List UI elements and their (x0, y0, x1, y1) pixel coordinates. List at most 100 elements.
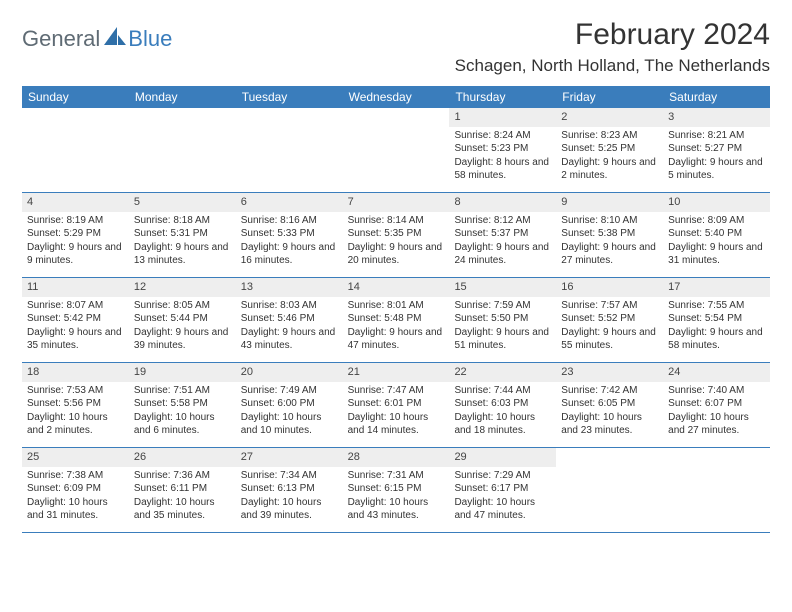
day-header-wednesday: Wednesday (343, 86, 450, 108)
day-body: Sunrise: 7:51 AMSunset: 5:58 PMDaylight:… (129, 382, 236, 442)
sunset-text: Sunset: 6:15 PM (348, 482, 445, 496)
sunset-text: Sunset: 5:31 PM (134, 227, 231, 241)
day-body: Sunrise: 8:24 AMSunset: 5:23 PMDaylight:… (449, 127, 556, 187)
logo-text-blue: Blue (128, 26, 172, 52)
day-body: Sunrise: 7:31 AMSunset: 6:15 PMDaylight:… (343, 467, 450, 527)
sunset-text: Sunset: 5:54 PM (668, 312, 765, 326)
sunset-text: Sunset: 6:01 PM (348, 397, 445, 411)
sunset-text: Sunset: 5:38 PM (561, 227, 658, 241)
sunrise-text: Sunrise: 7:44 AM (454, 384, 551, 398)
daylight-text: Daylight: 9 hours and 47 minutes. (348, 326, 445, 353)
sunset-text: Sunset: 5:58 PM (134, 397, 231, 411)
day-cell: 13Sunrise: 8:03 AMSunset: 5:46 PMDayligh… (236, 278, 343, 362)
day-body: Sunrise: 8:01 AMSunset: 5:48 PMDaylight:… (343, 297, 450, 357)
day-cell: 7Sunrise: 8:14 AMSunset: 5:35 PMDaylight… (343, 193, 450, 277)
day-number: 21 (343, 363, 450, 382)
sunset-text: Sunset: 6:05 PM (561, 397, 658, 411)
day-cell: 8Sunrise: 8:12 AMSunset: 5:37 PMDaylight… (449, 193, 556, 277)
daylight-text: Daylight: 9 hours and 55 minutes. (561, 326, 658, 353)
day-body: Sunrise: 7:47 AMSunset: 6:01 PMDaylight:… (343, 382, 450, 442)
sunset-text: Sunset: 5:29 PM (27, 227, 124, 241)
day-cell: 6Sunrise: 8:16 AMSunset: 5:33 PMDaylight… (236, 193, 343, 277)
day-cell: 20Sunrise: 7:49 AMSunset: 6:00 PMDayligh… (236, 363, 343, 447)
day-number: 19 (129, 363, 236, 382)
day-body: Sunrise: 7:29 AMSunset: 6:17 PMDaylight:… (449, 467, 556, 527)
sunrise-text: Sunrise: 8:05 AM (134, 299, 231, 313)
day-number: 12 (129, 278, 236, 297)
day-number: 9 (556, 193, 663, 212)
day-cell: 29Sunrise: 7:29 AMSunset: 6:17 PMDayligh… (449, 448, 556, 532)
daylight-text: Daylight: 10 hours and 23 minutes. (561, 411, 658, 438)
day-number: 29 (449, 448, 556, 467)
day-cell: 3Sunrise: 8:21 AMSunset: 5:27 PMDaylight… (663, 108, 770, 192)
sunrise-text: Sunrise: 7:57 AM (561, 299, 658, 313)
day-number: 3 (663, 108, 770, 127)
month-title: February 2024 (455, 18, 770, 52)
sunrise-text: Sunrise: 8:09 AM (668, 214, 765, 228)
sunrise-text: Sunrise: 7:29 AM (454, 469, 551, 483)
day-body: Sunrise: 8:10 AMSunset: 5:38 PMDaylight:… (556, 212, 663, 272)
day-body: Sunrise: 7:55 AMSunset: 5:54 PMDaylight:… (663, 297, 770, 357)
day-cell: 10Sunrise: 8:09 AMSunset: 5:40 PMDayligh… (663, 193, 770, 277)
daylight-text: Daylight: 10 hours and 14 minutes. (348, 411, 445, 438)
day-cell: 1Sunrise: 8:24 AMSunset: 5:23 PMDaylight… (449, 108, 556, 192)
day-cell: 16Sunrise: 7:57 AMSunset: 5:52 PMDayligh… (556, 278, 663, 362)
day-header-row: Sunday Monday Tuesday Wednesday Thursday… (22, 86, 770, 108)
sunset-text: Sunset: 6:00 PM (241, 397, 338, 411)
day-header-thursday: Thursday (449, 86, 556, 108)
day-number: 1 (449, 108, 556, 127)
sunrise-text: Sunrise: 7:40 AM (668, 384, 765, 398)
sunset-text: Sunset: 5:25 PM (561, 142, 658, 156)
daylight-text: Daylight: 10 hours and 10 minutes. (241, 411, 338, 438)
sunset-text: Sunset: 5:35 PM (348, 227, 445, 241)
title-block: February 2024 Schagen, North Holland, Th… (455, 18, 770, 76)
day-cell (343, 108, 450, 192)
day-number: 14 (343, 278, 450, 297)
day-cell: 9Sunrise: 8:10 AMSunset: 5:38 PMDaylight… (556, 193, 663, 277)
sunset-text: Sunset: 5:42 PM (27, 312, 124, 326)
day-body: Sunrise: 8:07 AMSunset: 5:42 PMDaylight:… (22, 297, 129, 357)
daylight-text: Daylight: 9 hours and 5 minutes. (668, 156, 765, 183)
daylight-text: Daylight: 10 hours and 6 minutes. (134, 411, 231, 438)
sunset-text: Sunset: 6:03 PM (454, 397, 551, 411)
daylight-text: Daylight: 8 hours and 58 minutes. (454, 156, 551, 183)
daylight-text: Daylight: 9 hours and 13 minutes. (134, 241, 231, 268)
sunrise-text: Sunrise: 7:34 AM (241, 469, 338, 483)
day-number: 26 (129, 448, 236, 467)
day-header-friday: Friday (556, 86, 663, 108)
day-cell: 12Sunrise: 8:05 AMSunset: 5:44 PMDayligh… (129, 278, 236, 362)
day-number: 27 (236, 448, 343, 467)
sunrise-text: Sunrise: 8:07 AM (27, 299, 124, 313)
day-number: 2 (556, 108, 663, 127)
day-cell: 26Sunrise: 7:36 AMSunset: 6:11 PMDayligh… (129, 448, 236, 532)
day-body: Sunrise: 8:09 AMSunset: 5:40 PMDaylight:… (663, 212, 770, 272)
daylight-text: Daylight: 10 hours and 43 minutes. (348, 496, 445, 523)
day-number: 11 (22, 278, 129, 297)
week-row: 4Sunrise: 8:19 AMSunset: 5:29 PMDaylight… (22, 193, 770, 278)
sunrise-text: Sunrise: 8:01 AM (348, 299, 445, 313)
sunset-text: Sunset: 5:46 PM (241, 312, 338, 326)
day-number: 7 (343, 193, 450, 212)
sunrise-text: Sunrise: 7:49 AM (241, 384, 338, 398)
day-body: Sunrise: 8:05 AMSunset: 5:44 PMDaylight:… (129, 297, 236, 357)
sunrise-text: Sunrise: 7:36 AM (134, 469, 231, 483)
day-cell: 28Sunrise: 7:31 AMSunset: 6:15 PMDayligh… (343, 448, 450, 532)
day-cell: 27Sunrise: 7:34 AMSunset: 6:13 PMDayligh… (236, 448, 343, 532)
sunrise-text: Sunrise: 8:16 AM (241, 214, 338, 228)
logo-sail-icon (104, 27, 126, 52)
daylight-text: Daylight: 9 hours and 9 minutes. (27, 241, 124, 268)
day-cell (22, 108, 129, 192)
day-cell: 21Sunrise: 7:47 AMSunset: 6:01 PMDayligh… (343, 363, 450, 447)
day-cell: 23Sunrise: 7:42 AMSunset: 6:05 PMDayligh… (556, 363, 663, 447)
sunrise-text: Sunrise: 8:23 AM (561, 129, 658, 143)
day-header-tuesday: Tuesday (236, 86, 343, 108)
day-cell: 19Sunrise: 7:51 AMSunset: 5:58 PMDayligh… (129, 363, 236, 447)
sunset-text: Sunset: 5:33 PM (241, 227, 338, 241)
sunrise-text: Sunrise: 7:38 AM (27, 469, 124, 483)
day-number: 15 (449, 278, 556, 297)
day-body: Sunrise: 7:59 AMSunset: 5:50 PMDaylight:… (449, 297, 556, 357)
sunrise-text: Sunrise: 8:18 AM (134, 214, 231, 228)
day-body: Sunrise: 7:36 AMSunset: 6:11 PMDaylight:… (129, 467, 236, 527)
day-number: 22 (449, 363, 556, 382)
daylight-text: Daylight: 9 hours and 39 minutes. (134, 326, 231, 353)
